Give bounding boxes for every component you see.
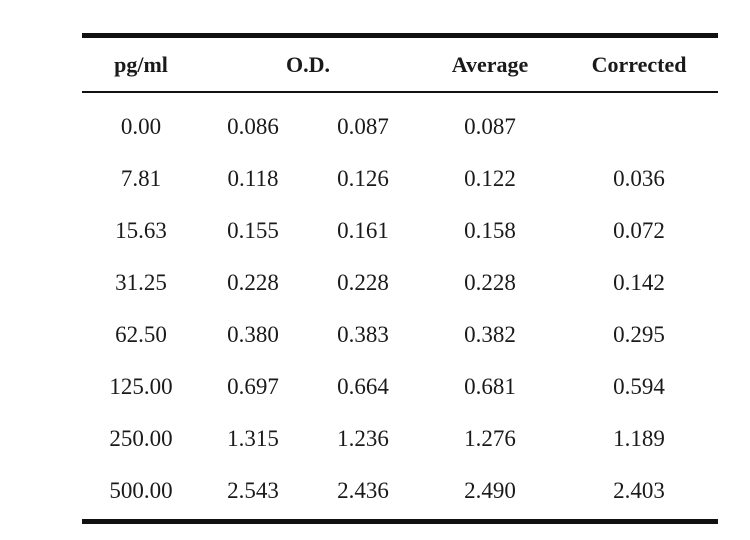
table-row: 250.00 1.315 1.236 1.276 1.189 <box>82 413 718 465</box>
table-row: 500.00 2.543 2.436 2.490 2.403 <box>82 465 718 517</box>
cell-od-1: 0.228 <box>227 270 279 295</box>
table-row: 31.25 0.228 0.228 0.228 0.142 <box>82 257 718 309</box>
cell-average: 0.382 <box>464 322 516 347</box>
cell-average: 0.087 <box>464 114 516 139</box>
cell-od-1: 0.155 <box>227 218 279 243</box>
data-table: pg/ml O.D. Average Corrected 0.00 0.086 … <box>82 33 718 524</box>
cell-od-2: 0.228 <box>337 270 389 295</box>
cell-concentration: 500.00 <box>109 478 173 503</box>
cell-od-2: 0.087 <box>337 114 389 139</box>
cell-concentration: 0.00 <box>120 114 162 139</box>
cell-average: 2.490 <box>464 478 516 503</box>
cell-od-1: 0.086 <box>227 114 279 139</box>
cell-corrected: 0.072 <box>613 218 665 243</box>
header-corrected: Corrected <box>591 51 687 77</box>
cell-corrected: 0.036 <box>613 166 665 191</box>
cell-corrected: 2.403 <box>613 478 665 503</box>
header-average: Average <box>451 51 529 77</box>
header-od: O.D. <box>286 51 330 77</box>
cell-od-2: 0.161 <box>337 218 389 243</box>
cell-od-2: 0.383 <box>337 322 389 347</box>
cell-od-1: 0.380 <box>227 322 279 347</box>
cell-average: 0.228 <box>464 270 516 295</box>
cell-od-1: 0.118 <box>227 166 279 191</box>
table-row: 125.00 0.697 0.664 0.681 0.594 <box>82 361 718 413</box>
cell-concentration: 15.63 <box>115 218 167 243</box>
cell-od-2: 0.664 <box>337 374 389 399</box>
cell-od-1: 2.543 <box>227 478 279 503</box>
cell-od-2: 2.436 <box>337 478 389 503</box>
table-bottom-rule <box>82 519 718 524</box>
cell-corrected: 0.295 <box>613 322 665 347</box>
cell-od-2: 0.126 <box>337 166 389 191</box>
cell-concentration: 250.00 <box>109 426 173 451</box>
cell-corrected <box>580 101 698 153</box>
cell-od-2: 1.236 <box>337 426 389 451</box>
header-concentration: pg/ml <box>114 51 168 77</box>
cell-od-1: 0.697 <box>227 374 279 399</box>
table-body: 0.00 0.086 0.087 0.087 7.81 0.118 0.126 … <box>82 93 718 519</box>
cell-corrected: 0.594 <box>613 374 665 399</box>
cell-average: 1.276 <box>464 426 516 451</box>
cell-od-1: 1.315 <box>227 426 279 451</box>
table-header-rule <box>82 91 718 93</box>
table-row: 15.63 0.155 0.161 0.158 0.072 <box>82 205 718 257</box>
cell-concentration: 62.50 <box>115 322 167 347</box>
cell-corrected: 0.142 <box>613 270 665 295</box>
table-top-rule <box>82 33 718 38</box>
table-row: 0.00 0.086 0.087 0.087 <box>82 101 718 153</box>
cell-concentration: 7.81 <box>120 166 162 191</box>
cell-average: 0.681 <box>464 374 516 399</box>
cell-concentration: 31.25 <box>115 270 167 295</box>
cell-average: 0.158 <box>464 218 516 243</box>
cell-average: 0.122 <box>464 166 516 191</box>
table-row: 7.81 0.118 0.126 0.122 0.036 <box>82 153 718 205</box>
cell-corrected: 1.189 <box>613 426 665 451</box>
table-header-row: pg/ml O.D. Average Corrected <box>82 38 718 91</box>
cell-concentration: 125.00 <box>109 374 173 399</box>
table-row: 62.50 0.380 0.383 0.382 0.295 <box>82 309 718 361</box>
